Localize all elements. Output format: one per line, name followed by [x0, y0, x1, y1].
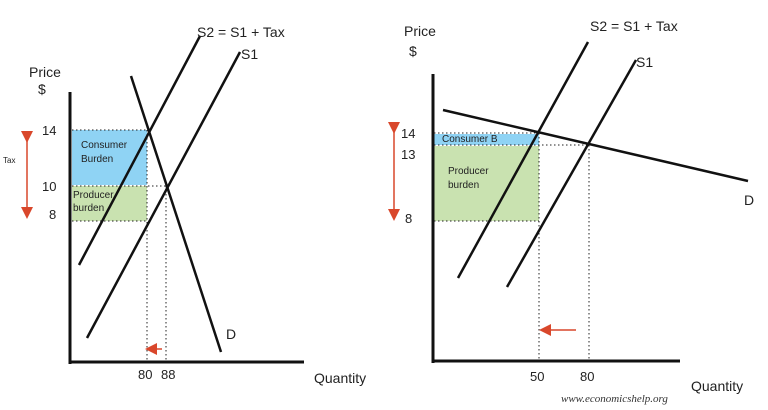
- right-x-axis-title: Quantity: [691, 378, 743, 394]
- right-qty-tick-50: 50: [530, 369, 544, 384]
- left-dotted-guides: [72, 129, 168, 362]
- left-s2-curve: [77, 35, 202, 266]
- left-price-tick-10: 10: [42, 179, 56, 194]
- left-consumer-burden-label-2: Burden: [81, 154, 113, 165]
- right-y-axis-title: Price: [404, 23, 436, 39]
- left-x-axis-title: Quantity: [314, 370, 366, 386]
- left-price-tick-14: 14: [42, 123, 56, 138]
- left-s1-label: S1: [241, 46, 258, 62]
- right-y-axis-unit: $: [409, 43, 417, 59]
- right-s1-curve: [505, 59, 638, 288]
- right-price-tick-8: 8: [405, 211, 412, 226]
- right-dotted-guides: [434, 132, 590, 362]
- right-consumer-burden-label: Consumer B: [442, 134, 498, 145]
- right-consumer-burden-area: [434, 134, 539, 145]
- left-producer-burden-label-2: burden: [73, 203, 104, 214]
- right-demand-label: D: [744, 192, 754, 208]
- left-qty-tick-88: 88: [161, 367, 175, 382]
- left-diagram: Tax Price $ Quantity S2 = S1 + Tax S1 D …: [3, 24, 366, 386]
- left-y-axis-unit: $: [38, 81, 46, 97]
- right-diagram: Price $ Quantity S2 = S1 + Tax S1 D 14 1…: [388, 18, 754, 394]
- source-credit: www.economicshelp.org: [561, 393, 668, 405]
- right-s2-label: S2 = S1 + Tax: [590, 18, 678, 34]
- right-demand-curve: [442, 108, 749, 183]
- left-demand-curve: [129, 75, 223, 353]
- right-s1-label: S1: [636, 54, 653, 70]
- left-tax-label: Tax: [3, 156, 15, 165]
- left-s2-label: S2 = S1 + Tax: [197, 24, 285, 40]
- right-producer-burden-area: [434, 146, 539, 221]
- left-y-axis-title: Price: [29, 64, 61, 80]
- right-qty-tick-80: 80: [580, 369, 594, 384]
- left-demand-label: D: [226, 326, 236, 342]
- left-consumer-burden-label-1: Consumer: [81, 140, 128, 151]
- right-price-tick-14: 14: [401, 126, 415, 141]
- right-producer-burden-label-1: Producer: [448, 166, 489, 177]
- left-qty-tick-80: 80: [138, 367, 152, 382]
- left-price-tick-8: 8: [49, 207, 56, 222]
- left-producer-burden-label-1: Producer: [73, 190, 114, 201]
- left-producer-burden-area: [72, 186, 147, 221]
- left-s1-curve: [85, 51, 242, 339]
- right-s2-curve: [456, 41, 590, 279]
- right-producer-burden-label-2: burden: [448, 180, 479, 191]
- right-price-tick-13: 13: [401, 147, 415, 162]
